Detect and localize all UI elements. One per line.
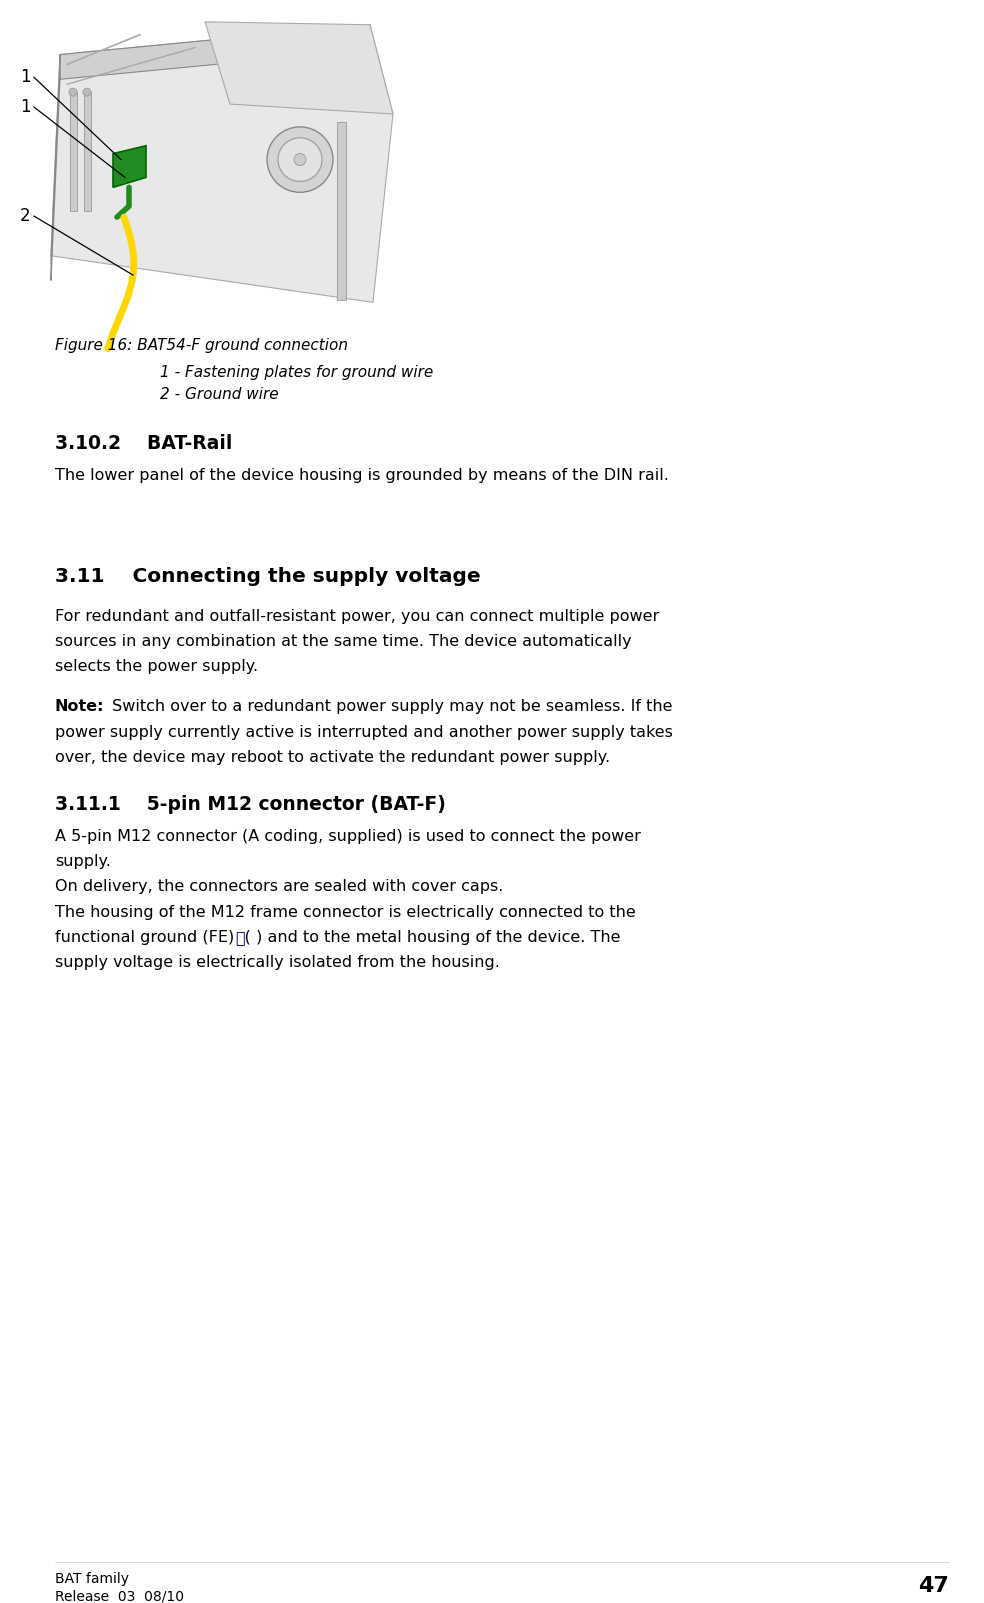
Text: functional ground (FE)  (: functional ground (FE) ( — [55, 930, 256, 944]
Polygon shape — [51, 24, 393, 303]
Text: sources in any combination at the same time. The device automatically: sources in any combination at the same t… — [55, 633, 632, 649]
Text: ) and to the metal housing of the device. The: ) and to the metal housing of the device… — [251, 930, 621, 944]
Text: Switch over to a redundant power supply may not be seamless. If the: Switch over to a redundant power supply … — [107, 699, 672, 715]
Circle shape — [105, 345, 111, 351]
Bar — [337, 122, 346, 300]
Text: Figure 16: BAT54-F ground connection: Figure 16: BAT54-F ground connection — [55, 338, 348, 353]
Bar — [84, 93, 91, 212]
Text: 3.11.1    5-pin M12 connector (BAT-F): 3.11.1 5-pin M12 connector (BAT-F) — [55, 795, 446, 814]
Text: On delivery, the connectors are sealed with cover caps.: On delivery, the connectors are sealed w… — [55, 880, 504, 894]
Text: For redundant and outfall-resistant power, you can connect multiple power: For redundant and outfall-resistant powe… — [55, 609, 659, 624]
Text: 2 - Ground wire: 2 - Ground wire — [160, 386, 278, 402]
Text: over, the device may reboot to activate the redundant power supply.: over, the device may reboot to activate … — [55, 750, 610, 765]
Text: The lower panel of the device housing is grounded by means of the DIN rail.: The lower panel of the device housing is… — [55, 468, 669, 483]
Circle shape — [278, 138, 322, 181]
Polygon shape — [205, 22, 393, 114]
Text: 3.10.2    BAT-Rail: 3.10.2 BAT-Rail — [55, 434, 232, 454]
Text: ⏚: ⏚ — [236, 930, 245, 944]
Circle shape — [267, 127, 333, 192]
Wedge shape — [83, 88, 91, 96]
Text: 3.11    Connecting the supply voltage: 3.11 Connecting the supply voltage — [55, 567, 480, 587]
Text: The housing of the M12 frame connector is electrically connected to the: The housing of the M12 frame connector i… — [55, 904, 636, 920]
Text: A 5-pin M12 connector (A coding, supplied) is used to connect the power: A 5-pin M12 connector (A coding, supplie… — [55, 829, 641, 843]
Polygon shape — [113, 146, 146, 188]
Text: 1 - Fastening plates for ground wire: 1 - Fastening plates for ground wire — [160, 365, 433, 380]
Text: selects the power supply.: selects the power supply. — [55, 659, 258, 675]
Text: supply voltage is electrically isolated from the housing.: supply voltage is electrically isolated … — [55, 955, 500, 970]
Text: 1: 1 — [20, 69, 31, 87]
Circle shape — [294, 154, 306, 165]
Text: Release  03  08/10: Release 03 08/10 — [55, 1589, 184, 1603]
Text: Note:: Note: — [55, 699, 104, 715]
Text: 1: 1 — [20, 98, 31, 115]
Text: 2: 2 — [20, 207, 31, 224]
Text: supply.: supply. — [55, 854, 111, 869]
Text: 47: 47 — [918, 1576, 949, 1597]
Polygon shape — [60, 24, 370, 79]
Text: power supply currently active is interrupted and another power supply takes: power supply currently active is interru… — [55, 725, 673, 739]
Wedge shape — [69, 88, 77, 96]
Polygon shape — [51, 55, 60, 281]
Bar — [70, 93, 77, 212]
Text: BAT family: BAT family — [55, 1573, 129, 1585]
